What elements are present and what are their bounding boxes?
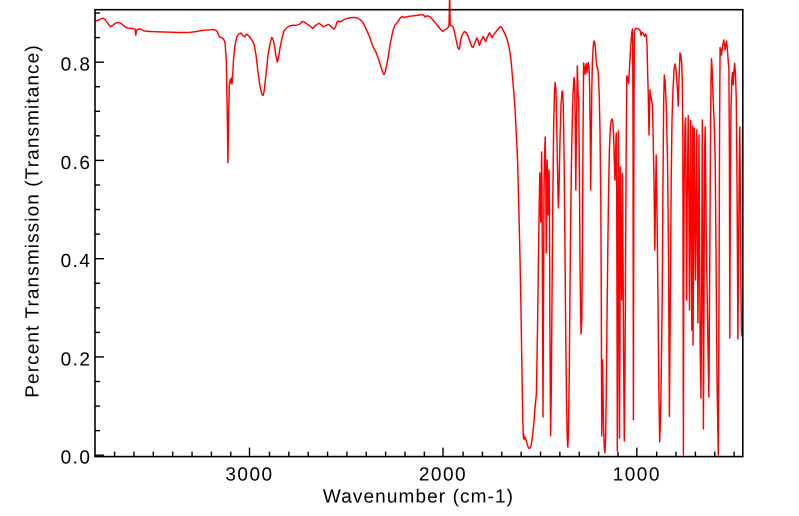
svg-text:Wavenumber (cm-1): Wavenumber (cm-1) — [323, 487, 514, 508]
svg-text:0.6: 0.6 — [61, 153, 92, 174]
svg-text:0.4: 0.4 — [61, 251, 92, 272]
svg-text:Percent Transmission (Transmit: Percent Transmission (Transmitance) — [23, 44, 44, 398]
svg-text:1000: 1000 — [613, 464, 661, 485]
svg-text:2000: 2000 — [419, 464, 467, 485]
svg-text:0.8: 0.8 — [61, 55, 92, 76]
svg-text:3000: 3000 — [225, 464, 273, 485]
svg-text:0.2: 0.2 — [61, 349, 92, 370]
svg-text:0.0: 0.0 — [61, 448, 92, 469]
